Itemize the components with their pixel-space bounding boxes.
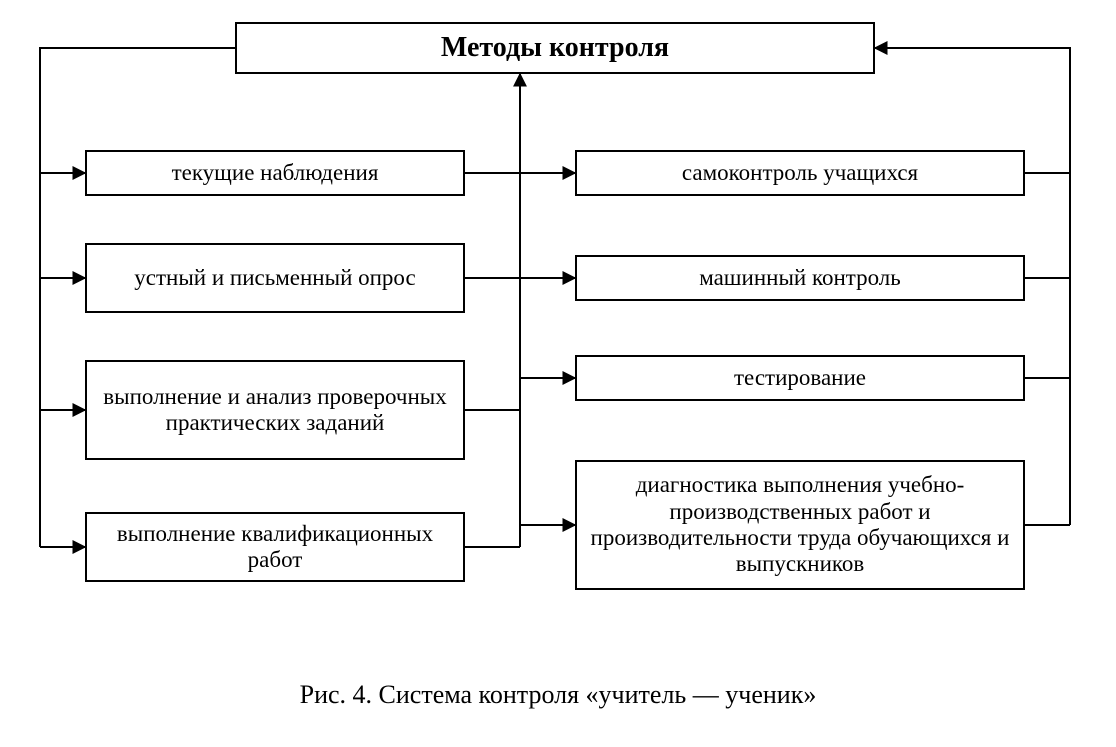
title-label: Методы контроля — [441, 32, 669, 64]
node-left-4: выполнение квалификационных работ — [85, 512, 465, 582]
node-left-2: устный и письменный опрос — [85, 243, 465, 313]
node-label: самоконтроль учащихся — [682, 160, 918, 186]
node-label: текущие наблюдения — [172, 160, 379, 186]
title-box: Методы контроля — [235, 22, 875, 74]
node-label: выполнение и анализ проверочных практиче… — [95, 384, 455, 437]
node-right-4: диагностика выполнения учебно-производст… — [575, 460, 1025, 590]
caption-text: Рис. 4. Система контроля «учитель — учен… — [300, 680, 817, 709]
node-label: машинный контроль — [699, 265, 901, 291]
node-right-2: машинный контроль — [575, 255, 1025, 301]
figure-caption: Рис. 4. Система контроля «учитель — учен… — [0, 680, 1116, 710]
node-label: тестирование — [734, 365, 866, 391]
node-right-1: самоконтроль учащихся — [575, 150, 1025, 196]
node-left-1: текущие наблюдения — [85, 150, 465, 196]
node-label: выполнение квалификационных работ — [95, 521, 455, 574]
node-label: устный и письменный опрос — [134, 265, 415, 291]
diagram-stage: Методы контроля текущие наблюдения устны… — [0, 0, 1116, 747]
node-right-3: тестирование — [575, 355, 1025, 401]
node-left-3: выполнение и анализ проверочных практиче… — [85, 360, 465, 460]
node-label: диагностика выполнения учебно-производст… — [585, 472, 1015, 578]
